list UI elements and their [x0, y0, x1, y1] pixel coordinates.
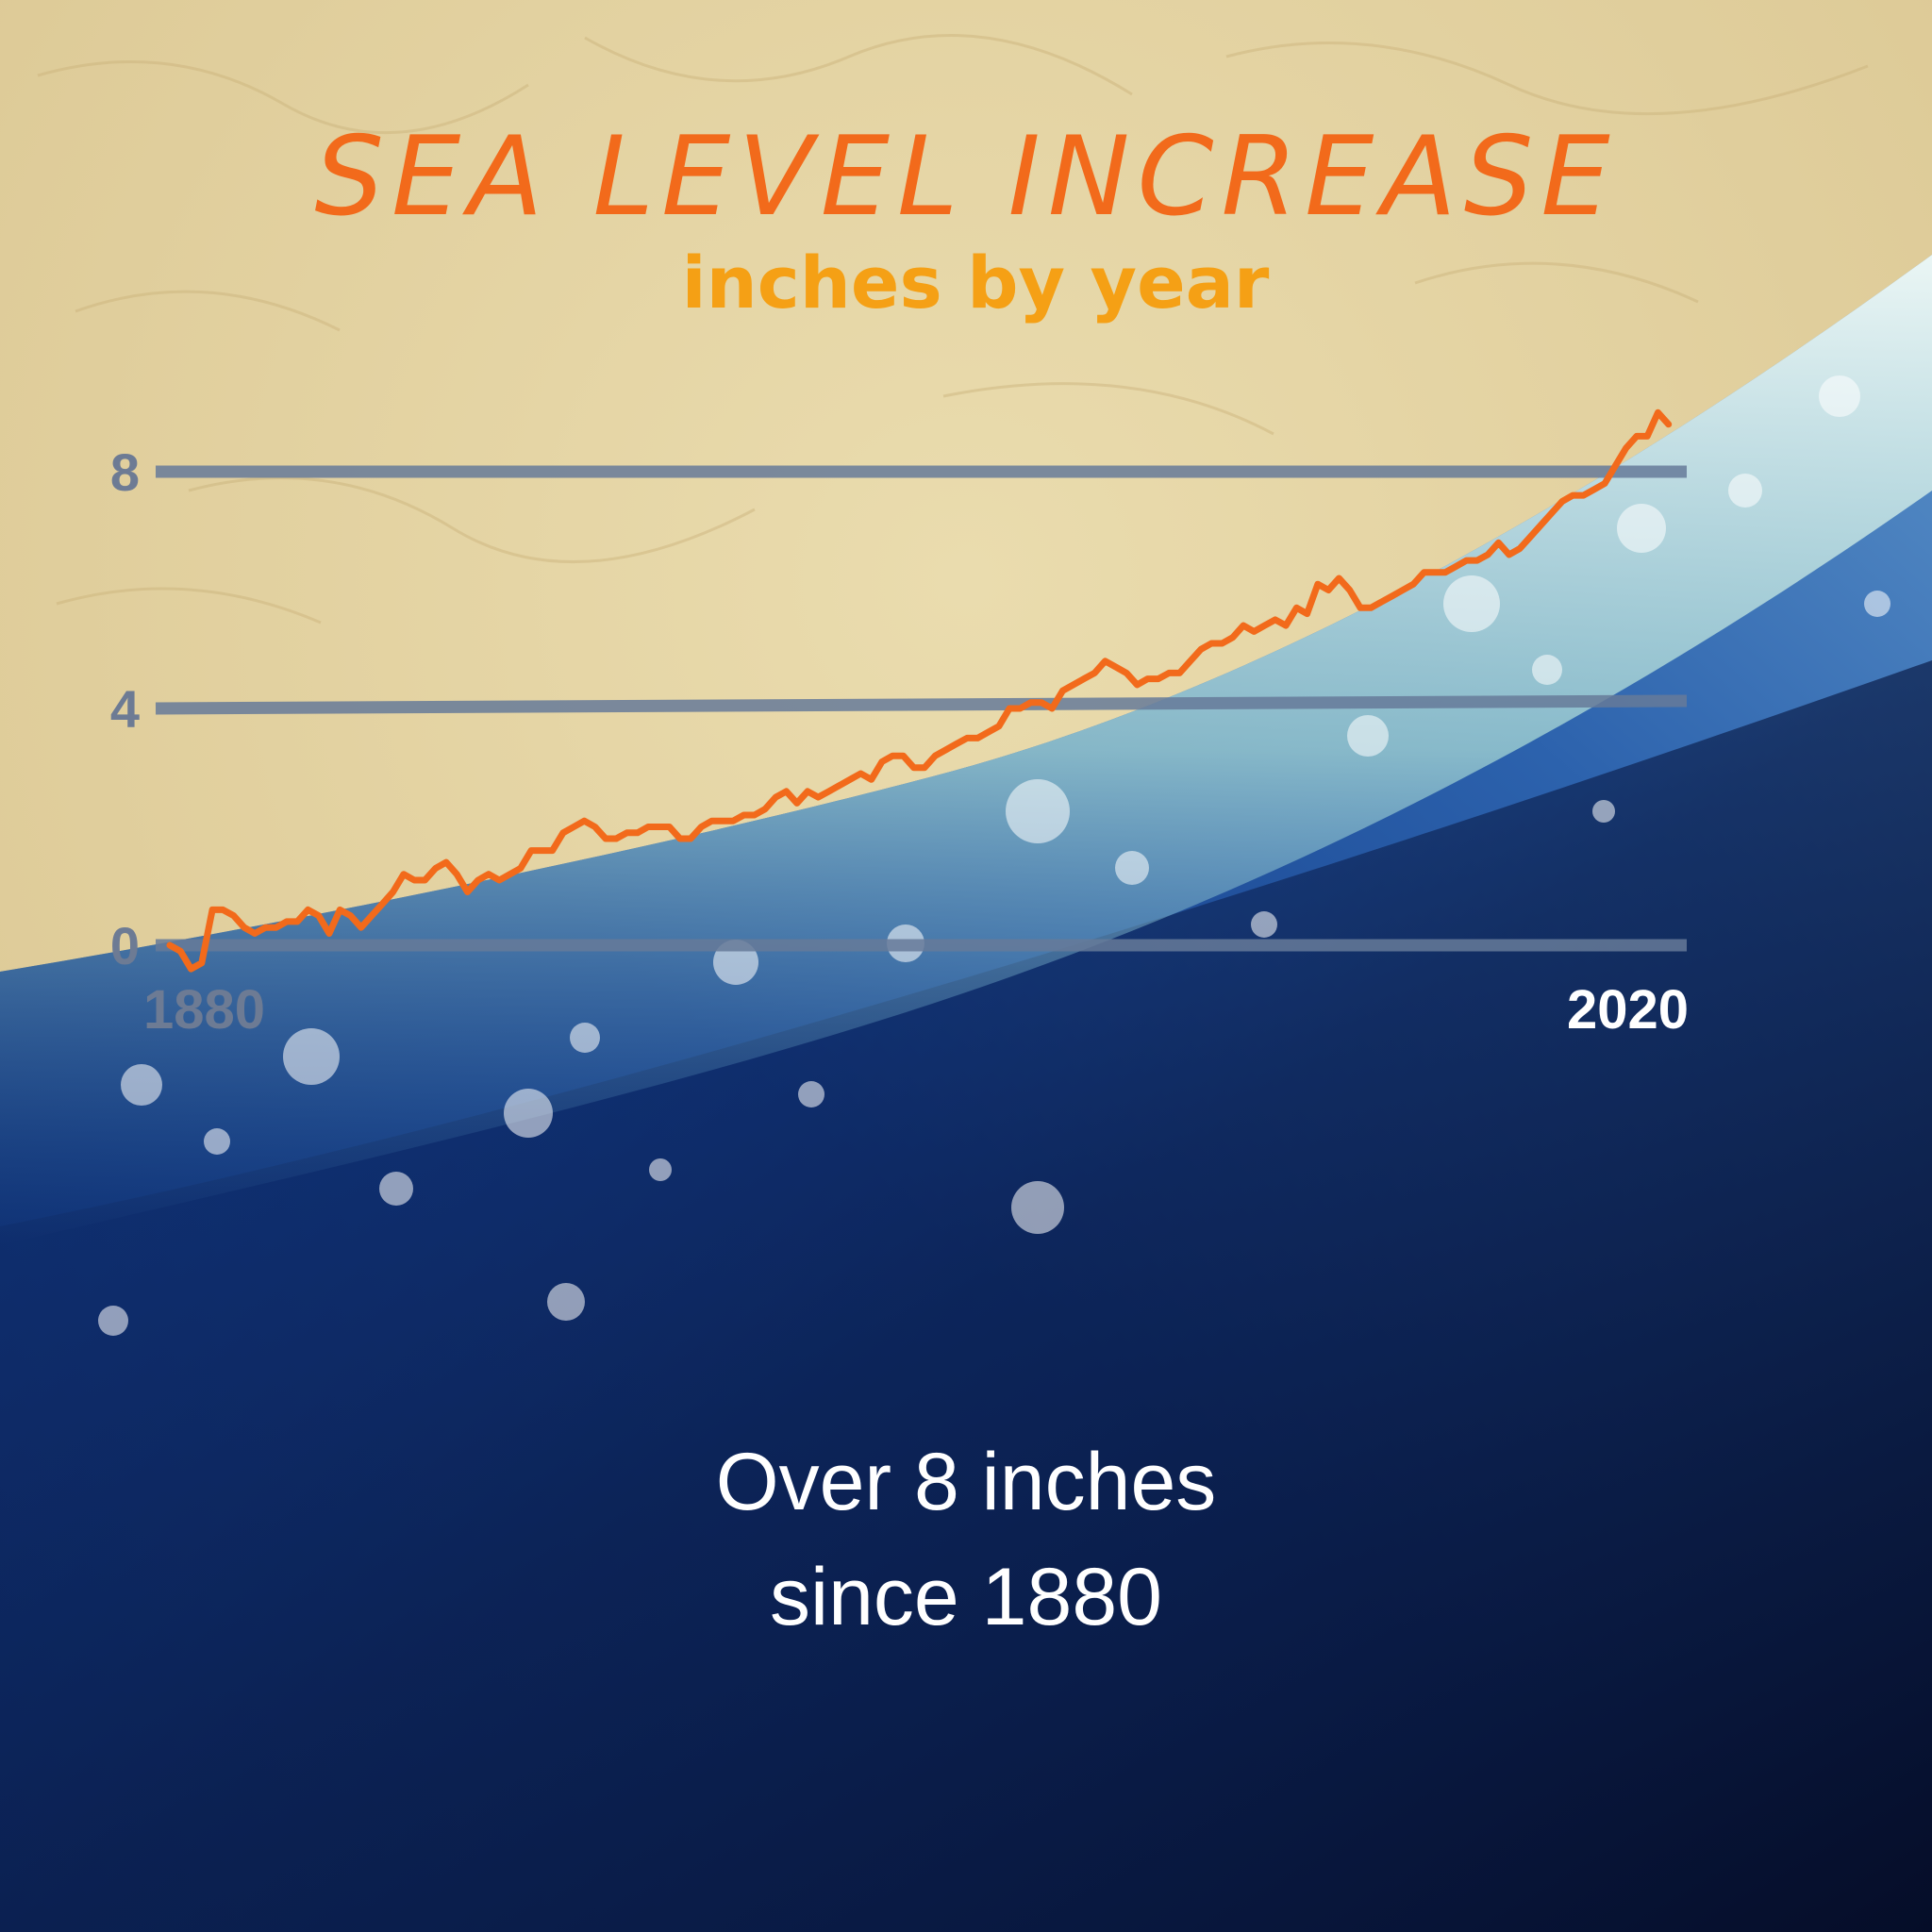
- y-tick-label: 8: [110, 442, 140, 502]
- caption: Over 8 inches since 1880: [0, 1424, 1932, 1655]
- x-tick-label-2020: 2020: [1567, 979, 1689, 1041]
- chart-subtitle: inches by year: [681, 241, 1270, 325]
- gridline-4: [155, 694, 1688, 715]
- chart-title: SEA LEVEL INCREASE: [314, 113, 1618, 241]
- x-tick-label-1880: 1880: [143, 979, 265, 1041]
- y-tick-label: 0: [110, 916, 140, 975]
- caption-line-1: Over 8 inches: [715, 1437, 1217, 1527]
- caption-line-2: since 1880: [770, 1552, 1162, 1642]
- sea-level-series-line: [166, 408, 1673, 973]
- y-tick-label: 4: [110, 679, 140, 739]
